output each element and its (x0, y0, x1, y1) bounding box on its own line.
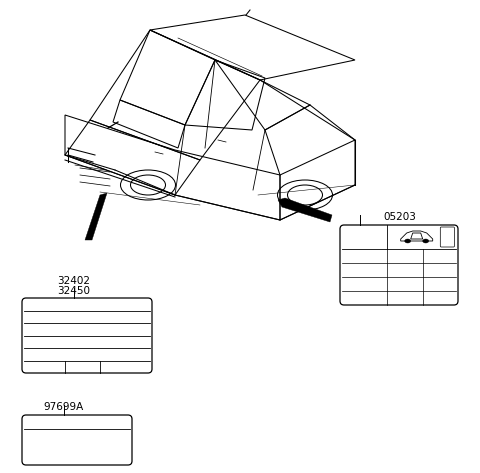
Polygon shape (85, 193, 107, 240)
Polygon shape (278, 198, 332, 222)
Ellipse shape (405, 239, 411, 243)
Text: 32450: 32450 (58, 286, 91, 296)
Ellipse shape (423, 239, 429, 243)
Text: 97699A: 97699A (44, 402, 84, 412)
Text: 05203: 05203 (384, 212, 417, 222)
Text: 32402: 32402 (58, 276, 91, 286)
